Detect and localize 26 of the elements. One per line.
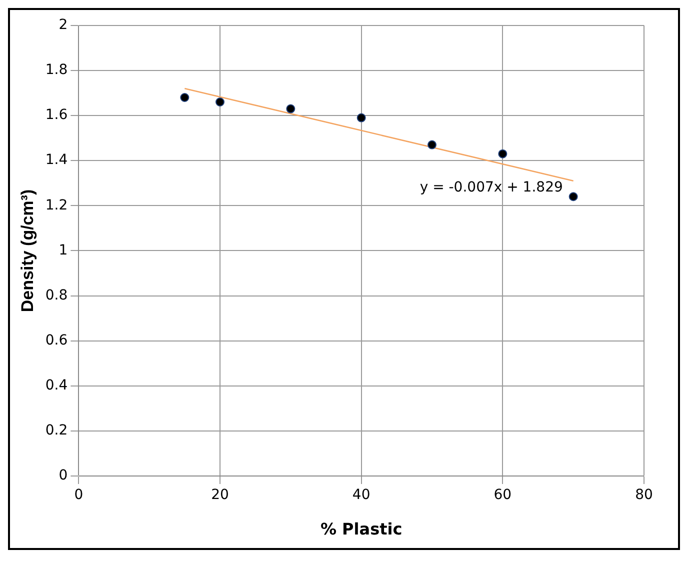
y-tick-label: 0	[58, 468, 68, 484]
x-tick-label: 80	[635, 487, 653, 504]
point	[498, 149, 508, 158]
point	[568, 192, 578, 202]
y-axis-title: Density (g/cm³)	[18, 189, 37, 312]
y-tick-label: 1	[58, 242, 68, 258]
y-tick-label: 0.6	[45, 332, 68, 348]
y-tick-label: 0.2	[45, 422, 68, 439]
annotation: y = -0.007x + 1.829	[420, 179, 563, 196]
x-tick-label: 20	[211, 487, 229, 504]
y-tick-label: 1.4	[45, 152, 68, 168]
y-tick-label: 0.4	[45, 378, 68, 394]
point	[428, 140, 436, 150]
y-tick-label: 0.8	[45, 287, 68, 304]
point	[286, 104, 296, 114]
x-tick-label: 60	[494, 487, 512, 504]
point	[356, 113, 366, 122]
y-tick-label: 1.2	[45, 197, 68, 214]
y-tick-label: 2	[58, 17, 68, 34]
y-tick-label: 1.6	[45, 107, 68, 124]
x-tick-label: 40	[352, 487, 370, 504]
x-tick-label: 0	[74, 487, 84, 504]
point	[216, 98, 224, 106]
y-tick-label: 1.8	[45, 62, 68, 78]
point	[180, 92, 190, 102]
x-axis-title: % Plastic	[320, 520, 402, 539]
